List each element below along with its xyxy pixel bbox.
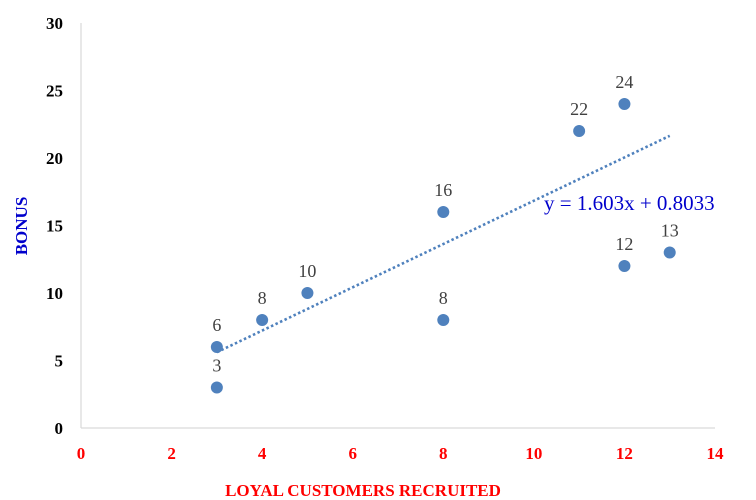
data-point	[210, 381, 223, 394]
data-point	[618, 260, 631, 272]
data-label: 22	[570, 99, 588, 119]
x-tick-label: 10	[525, 444, 542, 463]
data-label: 8	[258, 288, 267, 308]
data-label: 10	[298, 261, 316, 281]
x-tick-label: 14	[707, 444, 725, 463]
data-label: 16	[434, 180, 452, 200]
y-tick-label: 0	[55, 419, 64, 438]
x-tick-label: 4	[258, 444, 267, 463]
trendline-group	[216, 134, 671, 354]
x-tick-label: 8	[439, 444, 448, 463]
x-axis-title: LOYAL CUSTOMERS RECRUITED	[225, 481, 501, 500]
data-point	[210, 341, 223, 353]
y-tick-label: 15	[46, 217, 63, 236]
data-label: 13	[661, 221, 679, 241]
data-point	[573, 125, 586, 137]
y-tick-label: 5	[55, 352, 64, 371]
x-tick-label: 0	[77, 444, 86, 463]
data-label: 3	[212, 356, 221, 376]
data-label: 8	[439, 288, 448, 308]
y-tick-label: 10	[46, 284, 63, 303]
data-point	[437, 206, 450, 218]
data-point	[301, 287, 314, 299]
y-tick-label: 30	[46, 14, 63, 33]
points-group	[210, 98, 676, 394]
trendline-equation: y = 1.603x + 0.8033	[544, 191, 715, 215]
data-label: 12	[615, 234, 633, 254]
trendline	[216, 134, 671, 354]
data-point	[663, 246, 676, 259]
x-tick-label: 12	[616, 444, 633, 463]
y-tick-label: 25	[46, 82, 63, 101]
x-tick-label: 2	[167, 444, 176, 463]
data-point	[437, 314, 450, 326]
y-axis-title: BONUS	[12, 197, 31, 256]
data-label: 24	[615, 72, 633, 92]
x-tick-label: 6	[348, 444, 357, 463]
data-labels-group: 6 3 8 10 16 8 22 24 12 13	[212, 72, 678, 376]
y-tick-label: 20	[46, 149, 63, 168]
data-label: 6	[212, 315, 221, 335]
data-point	[256, 314, 269, 326]
data-point	[618, 98, 631, 110]
